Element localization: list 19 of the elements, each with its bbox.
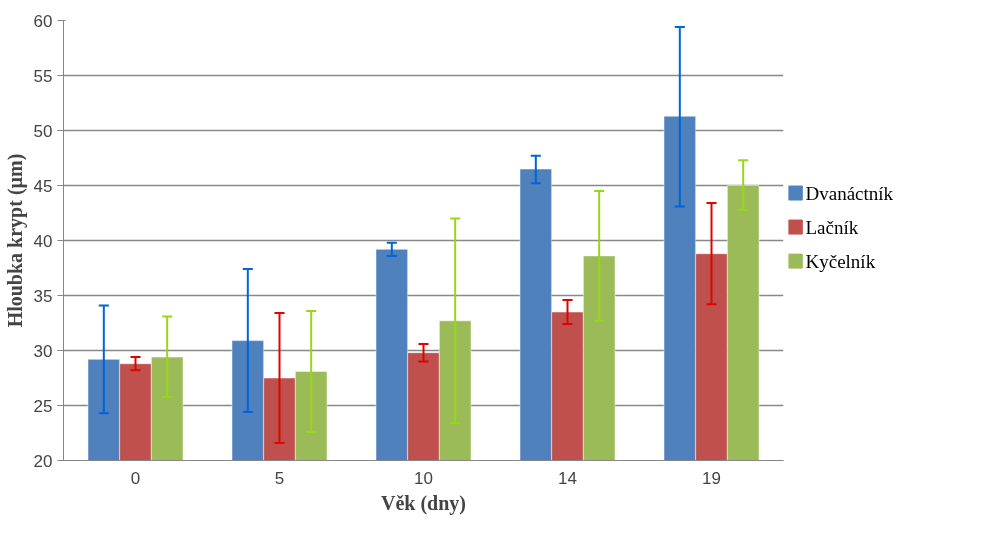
- x-axis-title: Věk (dny): [381, 491, 467, 515]
- x-tick-label: 5: [274, 468, 285, 488]
- x-tick-label: 0: [130, 468, 141, 488]
- y-tick-label: 30: [33, 341, 53, 361]
- y-tick-label: 55: [33, 66, 53, 86]
- x-tick-label: 14: [558, 468, 577, 488]
- y-tick-label: 35: [33, 286, 53, 306]
- y-tick-label: 20: [33, 451, 53, 471]
- x-tick-label: 19: [702, 468, 721, 488]
- y-tick-label: 45: [33, 176, 53, 196]
- legend-label: Kyčelník: [805, 250, 876, 272]
- y-tick-label: 40: [33, 231, 53, 251]
- legend-label: Dvanáctník: [805, 182, 894, 204]
- y-tick-label: 60: [33, 11, 53, 31]
- y-axis-title: Hloubka krypt (µm): [3, 153, 27, 328]
- y-tick-label: 25: [33, 396, 53, 416]
- legend-label: Lačník: [805, 216, 859, 238]
- x-tick-label: 10: [414, 468, 433, 488]
- y-tick-label: 50: [33, 121, 53, 141]
